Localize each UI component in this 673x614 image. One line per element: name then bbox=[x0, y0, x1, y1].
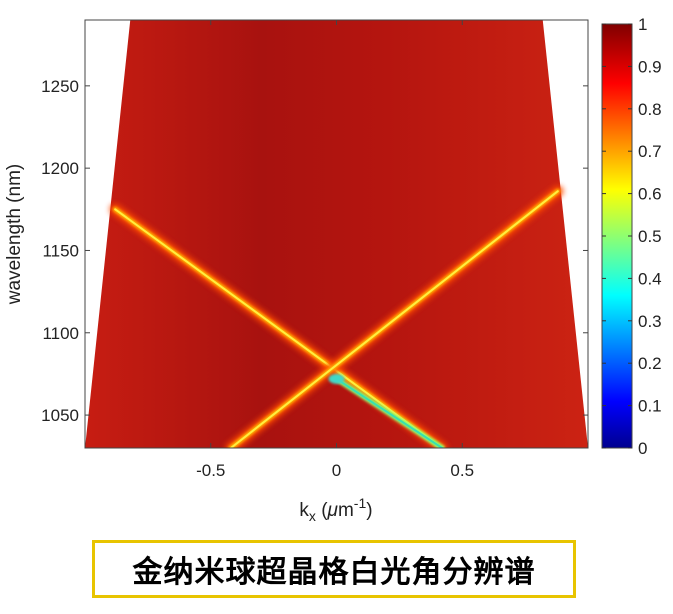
y-tick-label: 1150 bbox=[42, 241, 79, 260]
colorbar-tick-label: 0.3 bbox=[638, 312, 662, 331]
colorbar-tick-label: 0.8 bbox=[638, 100, 662, 119]
x-axis-title-unit-mu: μ bbox=[327, 500, 339, 521]
x-tick-label: -0.5 bbox=[196, 461, 225, 480]
colorbar-tick-label: 0.4 bbox=[638, 269, 662, 288]
caption-box: 金纳米球超晶格白光角分辨谱 bbox=[92, 540, 576, 598]
plot-area bbox=[85, 20, 588, 448]
x-axis-title-unit-open: ( bbox=[316, 500, 328, 521]
x-tick-label: 0.5 bbox=[450, 461, 474, 480]
dispersion-band-2 bbox=[225, 185, 564, 448]
caption-text: 金纳米球超晶格白光角分辨谱 bbox=[132, 555, 536, 590]
colorbar-tick-label: 0.2 bbox=[638, 354, 662, 373]
data-region bbox=[85, 20, 588, 448]
y-tick-label: 1100 bbox=[42, 324, 79, 343]
band-crossing-spot bbox=[328, 373, 345, 384]
x-axis-title-unit-m: m bbox=[338, 500, 354, 521]
colorbar-tick-label: 1 bbox=[638, 15, 647, 34]
y-tick-label: 1050 bbox=[41, 406, 79, 425]
angle-resolved-spectrum-chart: -0.5 0 0.5 1050 1100 1150 1200 1250 wavelength… bbox=[4, 15, 662, 524]
dispersion-band-1 bbox=[109, 203, 448, 448]
y-axis-title: wavelength (nm) bbox=[4, 164, 25, 305]
colorbar-tick-label: 0 bbox=[638, 439, 647, 458]
colorbar-tick-label: 0.9 bbox=[638, 57, 662, 76]
colorbar-tick-label: 0.5 bbox=[638, 227, 662, 246]
x-axis-title-main: k bbox=[299, 500, 309, 521]
x-axis-title-subscript: x bbox=[309, 508, 316, 524]
colorbar bbox=[601, 23, 633, 449]
y-axis: 1050 1100 1150 1200 1250 bbox=[41, 77, 588, 425]
colorbar-tick-label: 0.1 bbox=[638, 397, 662, 416]
x-axis-title-unit-exp: -1 bbox=[354, 495, 367, 511]
y-tick-label: 1250 bbox=[41, 77, 79, 96]
x-axis-title: kx (μm-1) bbox=[299, 495, 372, 524]
x-axis-title-unit-close: ) bbox=[366, 500, 372, 521]
colorbar-tick-label: 0.6 bbox=[638, 185, 662, 204]
colorbar-tick-label: 0.7 bbox=[638, 142, 662, 161]
x-axis: -0.5 0 0.5 bbox=[196, 20, 474, 480]
colorbar-ticks: 0 0.1 0.2 0.3 0.4 0.5 0.6 0.7 0.8 0.9 1 bbox=[602, 15, 662, 458]
y-tick-label: 1200 bbox=[41, 159, 79, 178]
x-tick-label: 0 bbox=[332, 461, 341, 480]
